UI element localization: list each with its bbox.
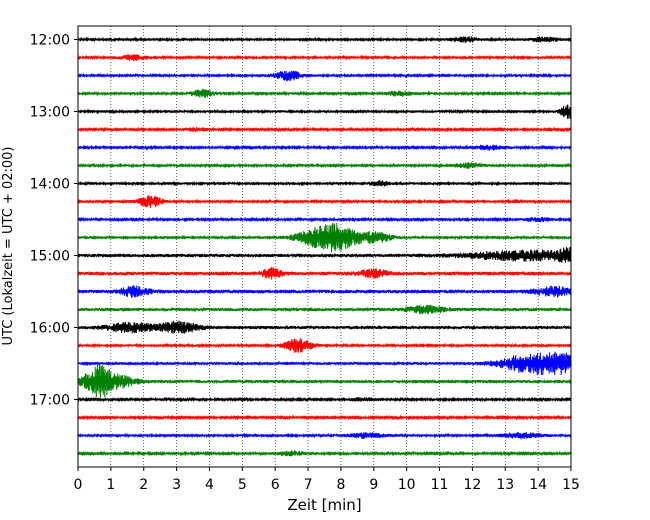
seismogram-trace: [77, 364, 572, 399]
seismogram-trace: [77, 216, 572, 223]
seismogram-trace: [77, 88, 572, 98]
y-axis-label: UTC (Lokalzeit = UTC + 02:00): [1, 147, 16, 346]
x-tick-label: 10: [398, 477, 416, 493]
x-tick-label: 9: [369, 477, 378, 493]
x-tick-label: 14: [529, 477, 547, 493]
seismogram-trace: [77, 320, 572, 335]
x-tick-label: 8: [336, 477, 345, 493]
seismogram-trace: [77, 414, 572, 421]
seismogram-trace: [77, 432, 572, 440]
seismogram-trace: [77, 104, 572, 119]
seismogram-trace: [77, 179, 572, 187]
y-tick-label: 17:00: [30, 393, 70, 409]
y-axis-ticks: 12:00 13:00 14:00 15:00 16:00 17:00: [30, 33, 78, 409]
seismogram-trace: [77, 338, 572, 353]
seismogram-trace: [77, 126, 572, 133]
seismogram-trace: [77, 246, 572, 264]
x-tick-label: 15: [562, 477, 580, 493]
x-tick-label: 12: [463, 477, 481, 493]
x-tick-label: 2: [139, 477, 148, 493]
seismogram-trace: [77, 450, 572, 457]
y-tick-label: 13:00: [30, 105, 70, 121]
x-tick-label: 6: [271, 477, 280, 493]
seismogram-trace: [77, 267, 572, 280]
x-tick-label: 3: [172, 477, 181, 493]
seismogram-trace: [77, 194, 572, 209]
x-tick-label: 11: [431, 477, 449, 493]
y-tick-label: 12:00: [30, 33, 70, 49]
x-tick-label: 1: [106, 477, 115, 493]
x-tick-label: 4: [205, 477, 214, 493]
y-tick-label: 15:00: [30, 249, 70, 265]
seismogram-trace: [77, 70, 572, 82]
y-tick-label: 16:00: [30, 321, 70, 337]
x-axis-label: Zeit [min]: [287, 496, 361, 514]
seismogram-trace: [77, 396, 572, 403]
seismogram-traces: [77, 36, 572, 457]
seismogram-trace: [77, 223, 572, 253]
seismogram-trace: [77, 285, 572, 298]
x-axis-ticks: 0 1 2 3 4 5 6 7 8 9 10 11 12 13 14 15: [74, 467, 580, 493]
seismogram-trace: [77, 162, 572, 169]
seismogram-trace: [77, 351, 572, 376]
seismogram-trace: [77, 36, 572, 43]
y-tick-label: 14:00: [30, 177, 70, 193]
seismogram-trace: [77, 304, 572, 315]
x-tick-label: 5: [238, 477, 247, 493]
seismogram-trace: [77, 144, 572, 151]
plot-frame: [77, 25, 572, 468]
x-tick-label: 7: [304, 477, 313, 493]
x-tick-label: 13: [496, 477, 514, 493]
x-tick-label: 0: [74, 477, 83, 493]
seismogram-trace: [77, 54, 572, 61]
